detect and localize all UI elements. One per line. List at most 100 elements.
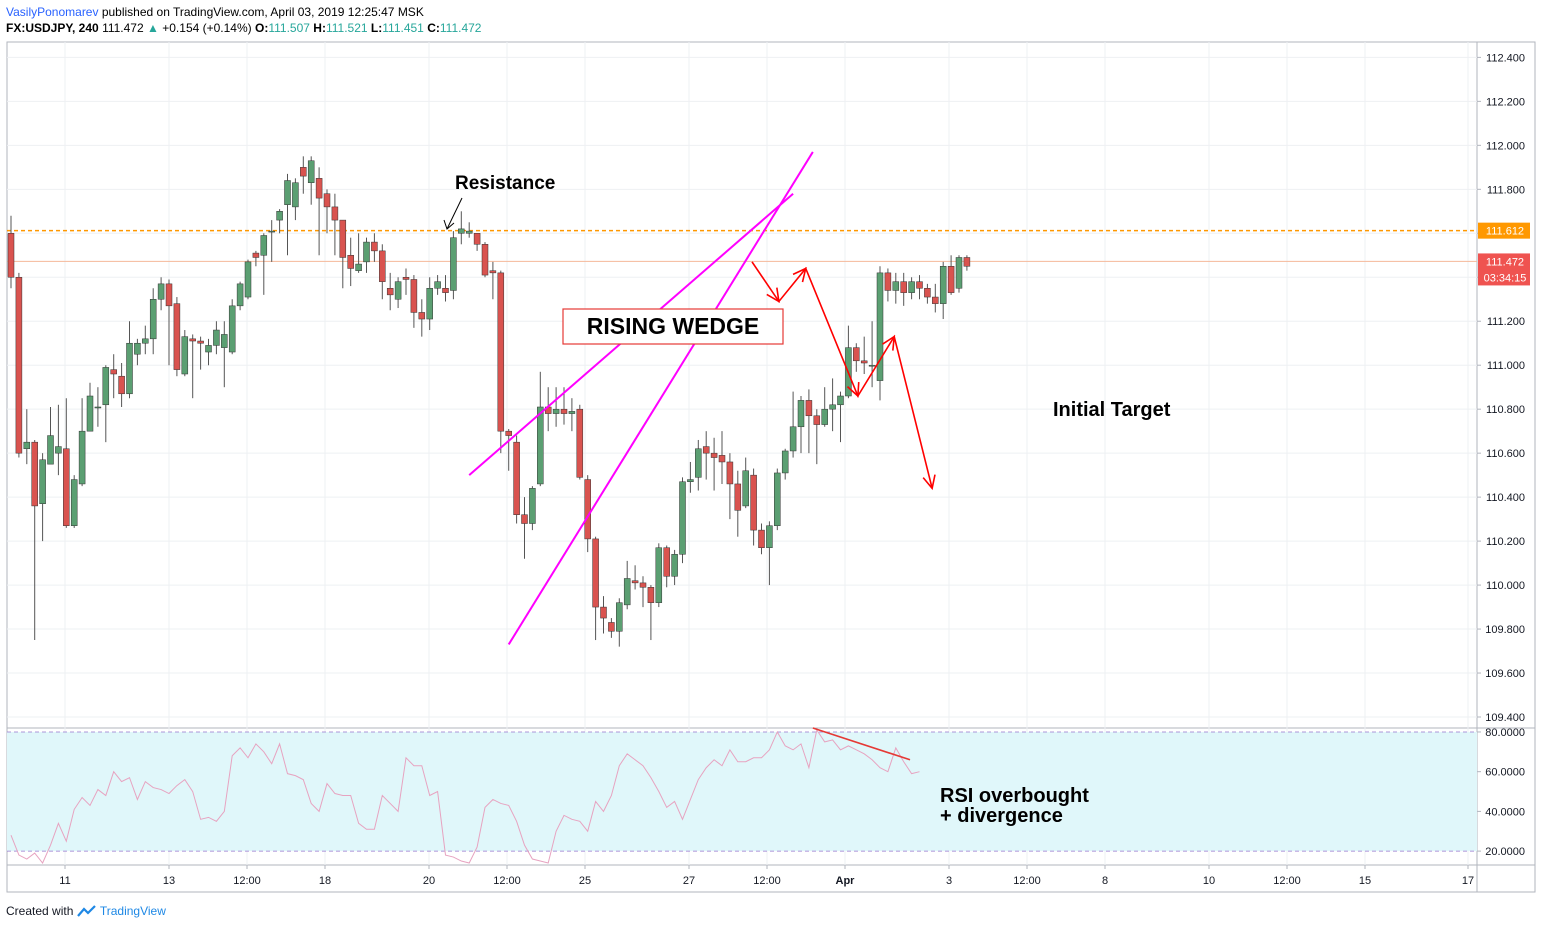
candle bbox=[236, 281, 244, 311]
candle bbox=[292, 178, 299, 221]
candle bbox=[797, 395, 805, 454]
candle bbox=[31, 439, 38, 641]
candle bbox=[394, 277, 402, 309]
candle-body bbox=[734, 483, 742, 511]
candle-body bbox=[134, 342, 141, 355]
candle-body bbox=[679, 481, 686, 555]
candle-body bbox=[410, 279, 418, 313]
x-tick-label: 12:00 bbox=[1273, 875, 1301, 887]
candle-body bbox=[726, 461, 734, 485]
candle-body bbox=[228, 305, 236, 353]
candle bbox=[465, 222, 473, 238]
candle bbox=[710, 437, 718, 491]
candle bbox=[315, 167, 323, 256]
candle bbox=[481, 242, 489, 278]
candle bbox=[781, 448, 789, 480]
change-arrow-icon: ▲ bbox=[147, 21, 159, 35]
rsi-annotation-line1: RSI overbought bbox=[940, 785, 1089, 807]
candle bbox=[774, 468, 781, 531]
low-label: L: bbox=[370, 21, 383, 35]
candle-body bbox=[742, 470, 749, 507]
y-tick-label: 109.600 bbox=[1485, 668, 1525, 680]
candle-body bbox=[15, 277, 23, 454]
candle bbox=[592, 536, 599, 641]
candle bbox=[576, 404, 584, 480]
candle-body bbox=[236, 283, 244, 307]
tradingview-brand[interactable]: TradingView bbox=[99, 904, 166, 918]
x-tick-label: 18 bbox=[319, 875, 331, 887]
last-price-tag bbox=[1478, 253, 1530, 286]
candle-body bbox=[868, 364, 876, 367]
candle-body bbox=[78, 430, 86, 485]
x-tick-label: 12:00 bbox=[233, 875, 261, 887]
candle-body bbox=[687, 479, 694, 482]
y-tick-label: 112.200 bbox=[1486, 96, 1525, 108]
candle bbox=[608, 618, 615, 638]
candle bbox=[157, 277, 165, 311]
candle bbox=[853, 343, 860, 372]
candle-body bbox=[213, 329, 220, 346]
candle-body bbox=[252, 252, 260, 258]
candle-body bbox=[292, 182, 299, 208]
candle-body bbox=[560, 408, 568, 414]
candle-body bbox=[268, 230, 275, 233]
candle bbox=[932, 283, 939, 313]
candle bbox=[552, 387, 560, 427]
candle bbox=[505, 428, 512, 471]
resistance-arrow-icon bbox=[443, 219, 455, 230]
candle-body bbox=[149, 299, 157, 340]
candle-body bbox=[118, 375, 125, 395]
candle-body bbox=[884, 272, 892, 291]
candle-body bbox=[489, 270, 497, 274]
last-price-text: 111.472 bbox=[102, 21, 144, 35]
candle bbox=[742, 457, 749, 509]
rsi-divergence-line bbox=[812, 727, 911, 761]
y-tick-label: 110.000 bbox=[1486, 580, 1525, 592]
candle-body bbox=[394, 281, 402, 300]
candle bbox=[402, 268, 410, 295]
y-tick-label: 110.400 bbox=[1486, 492, 1525, 504]
candle bbox=[876, 266, 884, 401]
candle-body bbox=[331, 206, 339, 221]
candle-body bbox=[181, 336, 189, 375]
candle bbox=[86, 382, 94, 432]
candle-body bbox=[924, 288, 931, 298]
candle bbox=[631, 565, 639, 590]
candle-body bbox=[750, 474, 757, 531]
projection-arrowhead-icon bbox=[792, 267, 807, 283]
x-tick-label: 3 bbox=[946, 875, 952, 887]
candle bbox=[695, 439, 702, 491]
candle-body bbox=[584, 479, 591, 540]
candle-body bbox=[323, 193, 331, 208]
candle-body bbox=[458, 228, 465, 234]
candle bbox=[244, 259, 252, 300]
x-tick-label: Apr bbox=[836, 875, 856, 887]
candle-body bbox=[671, 554, 678, 577]
candle bbox=[78, 398, 86, 487]
candle bbox=[568, 398, 576, 432]
candle bbox=[537, 371, 544, 487]
candle bbox=[363, 237, 370, 273]
candle-body bbox=[608, 622, 615, 632]
resistance-annotation: Resistance bbox=[455, 173, 555, 194]
author-link[interactable]: VasilyPonomarev bbox=[6, 5, 99, 19]
tradingview-logo-icon bbox=[76, 904, 100, 918]
candle-body bbox=[315, 178, 323, 199]
candle-body bbox=[173, 303, 181, 370]
y-tick-label: 110.200 bbox=[1486, 536, 1525, 548]
candle bbox=[149, 288, 157, 355]
candle-body bbox=[339, 219, 347, 258]
candle bbox=[94, 387, 102, 427]
candle-body bbox=[568, 411, 576, 414]
y-tick-label: 109.800 bbox=[1485, 624, 1525, 636]
candle bbox=[15, 272, 23, 458]
rsi-annotation-line2: + divergence bbox=[940, 805, 1063, 827]
candle bbox=[197, 336, 204, 370]
candle-body bbox=[418, 312, 426, 320]
candle bbox=[584, 475, 591, 553]
candle-body bbox=[473, 233, 481, 245]
candle bbox=[410, 275, 418, 328]
open-label: O: bbox=[255, 21, 269, 35]
y-tick-label: 112.400 bbox=[1486, 52, 1525, 64]
